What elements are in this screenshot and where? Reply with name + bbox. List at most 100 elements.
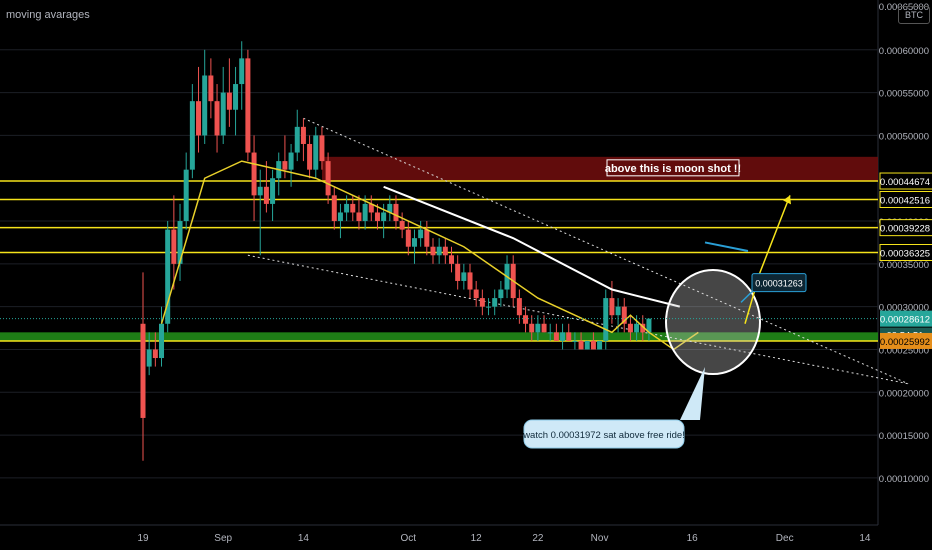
candle-body — [634, 323, 640, 333]
candle-body — [368, 203, 374, 213]
candle-body — [208, 75, 214, 102]
level-label-box — [879, 190, 932, 208]
currency-badge[interactable]: BTC — [898, 6, 930, 24]
candle-body — [146, 349, 152, 367]
candle-body — [189, 101, 195, 170]
current-price-box — [880, 310, 932, 327]
candle-body — [344, 203, 350, 213]
candle-body — [424, 229, 430, 247]
support-zone — [0, 332, 878, 341]
candle-body — [177, 221, 183, 264]
candle-body — [535, 323, 541, 333]
candle-body — [597, 340, 603, 350]
moving-average-line — [160, 160, 699, 351]
candle-body — [319, 135, 325, 162]
price-scale — [878, 0, 932, 550]
moon-shot-box — [606, 159, 740, 177]
y-tick-label: 0.00030000 — [879, 303, 929, 314]
y-tick-label: 0.00065000 — [879, 2, 929, 13]
candle-body — [467, 272, 473, 290]
highlight-circle — [665, 269, 761, 376]
level-label-box — [879, 243, 932, 261]
candle-body — [411, 238, 417, 247]
candle-body — [486, 306, 492, 308]
candle-body — [393, 203, 399, 222]
candle-body — [566, 332, 572, 341]
candle-body — [313, 135, 319, 170]
candle-body — [516, 298, 522, 316]
candle-body — [621, 306, 627, 324]
level-label-box — [879, 219, 932, 237]
candle-body — [627, 323, 633, 333]
level-label: 0.00036325 — [880, 248, 930, 259]
candle-body — [356, 212, 362, 222]
y-tick-label: 0.00025000 — [879, 345, 929, 356]
candle-body — [140, 323, 146, 418]
candle-body — [560, 332, 566, 341]
cyan-marker — [704, 241, 749, 252]
y-tick-label: 0.00060000 — [879, 46, 929, 57]
candle-body — [183, 169, 189, 222]
level-label: 0.00042516 — [880, 195, 930, 206]
candle-body — [399, 221, 405, 230]
candle-body — [270, 178, 276, 204]
x-tick-label: 14 — [298, 533, 310, 544]
candle-body — [233, 84, 239, 110]
candle-body — [374, 212, 380, 222]
candle-body — [152, 349, 158, 359]
candle-body — [615, 306, 621, 316]
candle-body — [473, 289, 479, 299]
candle-body — [381, 212, 387, 222]
projection-arrow — [744, 195, 791, 324]
candle-body — [257, 186, 263, 196]
candle-body — [603, 298, 609, 341]
support-label-box — [880, 332, 932, 349]
candle-body — [455, 263, 461, 281]
candle-body — [646, 318, 652, 333]
candle-body — [584, 340, 590, 350]
x-tick-label: 16 — [687, 533, 699, 544]
candle-body — [498, 289, 504, 299]
candle-body — [350, 203, 356, 213]
candle-body — [479, 298, 485, 307]
candle-body — [387, 203, 393, 213]
callout-note-bubble — [523, 419, 685, 449]
candle-body — [307, 143, 313, 170]
candle-body — [282, 161, 288, 170]
callout-value-box — [751, 273, 807, 293]
projection-arrow-head — [783, 195, 791, 205]
candle-body — [220, 92, 226, 136]
candle-body — [294, 126, 300, 153]
level-label: 0.00039228 — [880, 224, 930, 235]
x-tick-label: Sep — [214, 533, 232, 544]
white-trend-line — [383, 185, 681, 308]
candle-body — [251, 152, 257, 196]
y-tick-label: 0.00015000 — [879, 431, 929, 442]
x-tick-label: 12 — [471, 533, 483, 544]
candle-body — [461, 272, 467, 281]
candle-body — [418, 229, 424, 239]
upper-trendline — [303, 117, 909, 385]
candle-body — [263, 186, 269, 204]
candle-body — [159, 323, 165, 359]
x-tick-label: Nov — [591, 533, 609, 544]
resistance-zone — [322, 156, 878, 182]
candle-body — [245, 58, 251, 153]
candle-body — [449, 255, 454, 264]
y-tick-label: 0.00055000 — [879, 89, 929, 100]
y-tick-label: 0.00035000 — [879, 260, 929, 271]
level-label-box — [879, 172, 932, 190]
candle-body — [337, 212, 343, 222]
candle-body — [590, 340, 596, 350]
callout-note-text: watch 0.00031972 sat above free ride! — [522, 430, 685, 441]
indicator-legend[interactable]: moving avarages — [6, 9, 90, 21]
candle-body — [214, 101, 220, 136]
candle-body — [405, 229, 411, 247]
candle-body — [547, 332, 553, 334]
callout-pointer — [740, 291, 753, 303]
candle-body — [523, 315, 529, 324]
level-label: 0.00044674 — [880, 177, 930, 188]
candle-body — [196, 101, 202, 136]
y-tick-label: 0.00010000 — [879, 474, 929, 485]
